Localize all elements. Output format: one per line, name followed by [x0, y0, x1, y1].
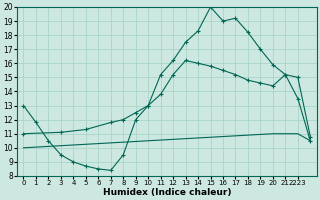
X-axis label: Humidex (Indice chaleur): Humidex (Indice chaleur)	[103, 188, 231, 197]
